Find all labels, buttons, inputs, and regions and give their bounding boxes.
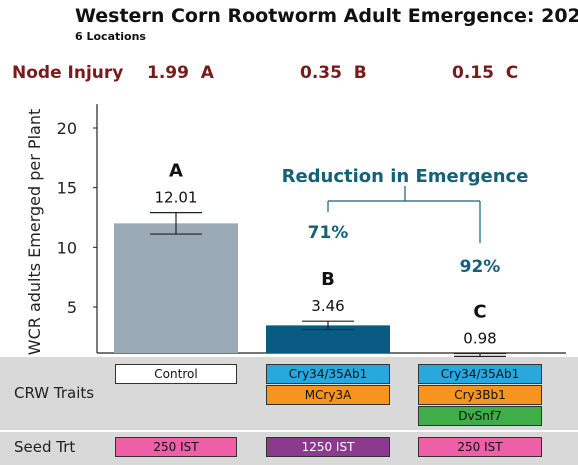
trait-pill-control: Control — [115, 364, 237, 384]
crw-traits-label: CRW Traits — [14, 384, 95, 402]
significance-letter-3: C — [473, 302, 486, 323]
seed-trt-label: Seed Trt — [14, 438, 76, 456]
trait-pill-cry34-35ab1-c: Cry34/35Ab1 — [418, 364, 542, 384]
trait-pill-mcry3a: MCry3A — [266, 385, 390, 405]
y-tick-label-20: 20 — [57, 119, 77, 138]
trait-pill-dvsnf7: DvSnf7 — [418, 406, 542, 426]
node-injury-label: Node Injury — [12, 63, 124, 83]
seed-pill-1: 250 IST — [115, 437, 237, 457]
data-label-1: 12.01 — [155, 189, 198, 207]
bar-chart: 5 10 15 20 WCR adults Emerged per Plant 12.01… — [25, 104, 566, 358]
node-injury-value-3: 0.15 C — [452, 63, 519, 83]
trait-pill-cry34-35ab1-b: Cry34/35Ab1 — [266, 364, 390, 384]
node-injury-value-1: 1.99 A — [147, 63, 214, 83]
y-tick-label-10: 10 — [57, 238, 77, 257]
data-label-2: 3.46 — [311, 297, 344, 315]
bar-1 — [114, 223, 238, 353]
significance-letter-1: A — [169, 161, 183, 182]
significance-letter-2: B — [321, 269, 335, 290]
chart-subtitle: 6 Locations — [75, 30, 146, 43]
crw-traits-band: CRW Traits Control Cry34/35Ab1 MCry3A Cr… — [0, 357, 578, 430]
node-injury-value-2: 0.35 B — [300, 63, 367, 83]
reduction-pct-1: 71% — [308, 223, 349, 243]
y-axis-label: WCR adults Emerged per Plant — [25, 109, 44, 356]
chart-title: Western Corn Rootworm Adult Emergence: 2… — [75, 5, 578, 27]
data-label-3: 0.98 — [463, 330, 496, 348]
trait-pill-cry3bb1: Cry3Bb1 — [418, 385, 542, 405]
reduction-pct-2: 92% — [460, 257, 501, 277]
y-tick-label-5: 5 — [67, 298, 77, 317]
reduction-title: Reduction in Emergence — [282, 166, 529, 187]
seed-pill-2: 1250 IST — [266, 437, 390, 457]
y-tick-label-15: 15 — [57, 179, 77, 198]
seed-pill-3: 250 IST — [418, 437, 542, 457]
seed-trt-band: Seed Trt 250 IST 1250 IST 250 IST — [0, 432, 578, 465]
